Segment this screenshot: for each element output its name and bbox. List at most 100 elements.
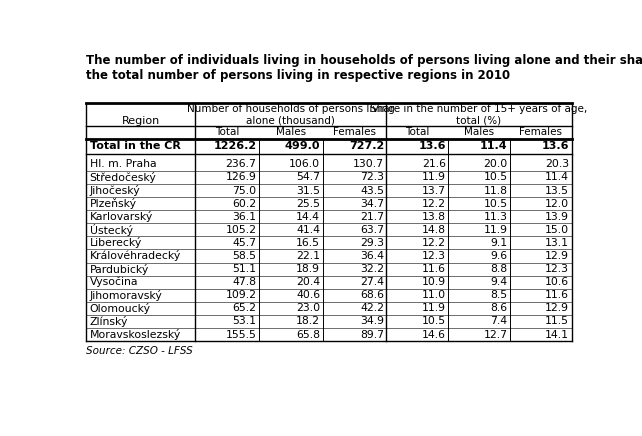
Text: 11.9: 11.9 [483,225,508,235]
Text: 20.0: 20.0 [483,159,508,169]
Text: 41.4: 41.4 [296,225,320,235]
Text: 18.2: 18.2 [296,317,320,327]
Text: Zlínský: Zlínský [89,316,128,327]
Text: 31.5: 31.5 [296,186,320,195]
Text: 130.7: 130.7 [353,159,384,169]
Text: The number of individuals living in households of persons living alone and their: The number of individuals living in hous… [87,54,642,82]
Text: 11.4: 11.4 [545,173,569,182]
Text: 45.7: 45.7 [232,238,256,248]
Text: Jihomoravský: Jihomoravský [89,290,162,301]
Text: Pardubický: Pardubický [89,264,149,275]
Text: 29.3: 29.3 [360,238,384,248]
Text: 25.5: 25.5 [296,199,320,208]
Text: Ústecký: Ústecký [89,224,132,236]
Text: 10.6: 10.6 [545,277,569,287]
Text: 58.5: 58.5 [232,251,256,261]
Text: 11.9: 11.9 [422,173,446,182]
Text: 21.7: 21.7 [360,212,384,222]
Text: 7.4: 7.4 [490,317,508,327]
Text: Share in the number of 15+ years of age,
total (%): Share in the number of 15+ years of age,… [370,104,587,126]
Text: 11.6: 11.6 [545,290,569,300]
Text: 11.9: 11.9 [422,303,446,313]
Text: 106.0: 106.0 [289,159,320,169]
Text: 8.6: 8.6 [490,303,508,313]
Text: 499.0: 499.0 [285,141,320,151]
Text: Olomoucký: Olomoucký [89,303,151,314]
Text: 12.9: 12.9 [545,303,569,313]
Text: Středočeský: Středočeský [89,172,156,183]
Text: 12.3: 12.3 [422,251,446,261]
Text: 11.5: 11.5 [545,317,569,327]
Text: 34.7: 34.7 [360,199,384,208]
Text: 14.1: 14.1 [545,330,569,340]
Text: 60.2: 60.2 [232,199,256,208]
Text: 10.5: 10.5 [483,173,508,182]
Text: 21.6: 21.6 [422,159,446,169]
Text: Total: Total [405,127,429,137]
Text: 9.1: 9.1 [490,238,508,248]
Text: 68.6: 68.6 [360,290,384,300]
Text: Source: CZSO - LFSS: Source: CZSO - LFSS [87,346,193,356]
Text: 13.1: 13.1 [545,238,569,248]
Text: 63.7: 63.7 [360,225,384,235]
Text: 9.4: 9.4 [490,277,508,287]
Text: 1226.2: 1226.2 [213,141,256,151]
Text: 12.3: 12.3 [545,264,569,274]
Text: 75.0: 75.0 [232,186,256,195]
Text: 40.6: 40.6 [296,290,320,300]
Text: Number of households of persons living
alone (thousand): Number of households of persons living a… [187,104,395,126]
Text: 18.9: 18.9 [296,264,320,274]
Text: 12.2: 12.2 [422,238,446,248]
Text: 11.3: 11.3 [483,212,508,222]
Text: 13.5: 13.5 [545,186,569,195]
Text: Region: Region [121,116,160,126]
Text: 11.6: 11.6 [422,264,446,274]
Text: Karlovarský: Karlovarský [89,211,153,222]
Text: 89.7: 89.7 [360,330,384,340]
Text: 12.2: 12.2 [422,199,446,208]
Text: 16.5: 16.5 [296,238,320,248]
Text: Moravskoslezský: Moravskoslezský [89,329,181,340]
Text: 8.8: 8.8 [490,264,508,274]
Text: 65.8: 65.8 [296,330,320,340]
Text: 36.4: 36.4 [360,251,384,261]
Text: 13.8: 13.8 [422,212,446,222]
Text: 727.2: 727.2 [349,141,384,151]
Text: 10.5: 10.5 [483,199,508,208]
Text: 15.0: 15.0 [545,225,569,235]
Text: Females: Females [519,127,562,137]
Text: 236.7: 236.7 [225,159,256,169]
Text: 20.4: 20.4 [296,277,320,287]
Text: 109.2: 109.2 [225,290,256,300]
Text: 11.8: 11.8 [483,186,508,195]
Text: 9.6: 9.6 [490,251,508,261]
Text: 11.4: 11.4 [480,141,508,151]
Text: 47.8: 47.8 [232,277,256,287]
Text: Males: Males [464,127,494,137]
Text: 27.4: 27.4 [360,277,384,287]
Text: 20.3: 20.3 [545,159,569,169]
Text: 12.7: 12.7 [483,330,508,340]
Text: Females: Females [333,127,376,137]
Text: 42.2: 42.2 [360,303,384,313]
Text: Total in the CR: Total in the CR [89,141,180,151]
Text: 11.0: 11.0 [422,290,446,300]
Text: 65.2: 65.2 [232,303,256,313]
Text: 14.6: 14.6 [422,330,446,340]
Text: 155.5: 155.5 [225,330,256,340]
Text: 8.5: 8.5 [490,290,508,300]
Text: Vysočina: Vysočina [89,277,138,287]
Text: 36.1: 36.1 [232,212,256,222]
Text: 13.6: 13.6 [419,141,446,151]
Text: 53.1: 53.1 [232,317,256,327]
Text: 72.3: 72.3 [360,173,384,182]
Text: 105.2: 105.2 [225,225,256,235]
Text: 23.0: 23.0 [296,303,320,313]
Text: 10.5: 10.5 [422,317,446,327]
Text: Plzeňský: Plzeňský [89,198,137,209]
Text: 13.6: 13.6 [542,141,569,151]
Text: 12.0: 12.0 [545,199,569,208]
Text: 54.7: 54.7 [296,173,320,182]
Text: 32.2: 32.2 [360,264,384,274]
Text: 126.9: 126.9 [225,173,256,182]
